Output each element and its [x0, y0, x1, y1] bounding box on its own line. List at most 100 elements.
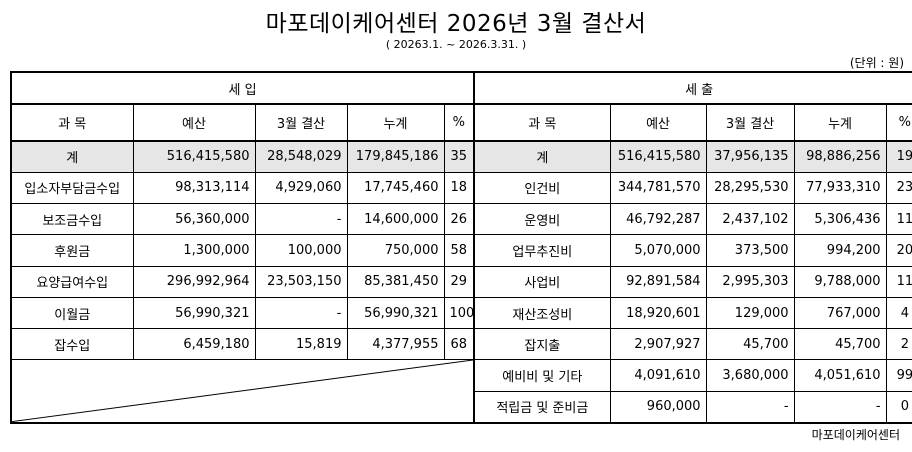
- expense-total-budget: 516,415,580: [609, 140, 707, 173]
- income-percent-cell: 29: [443, 265, 475, 298]
- expense-col-header-month: 3월 결산: [705, 103, 795, 142]
- expense-item-cell: 예비비 및 기타: [473, 359, 611, 392]
- expense-item-cell: 잡지출: [473, 328, 611, 361]
- report-period: ( 20263.1. ~ 2026.3.31. ): [385, 38, 527, 51]
- expense-item-cell: 인건비: [473, 171, 611, 205]
- income-budget-cell: 6,459,180: [132, 328, 256, 361]
- income-item-cell: 후원금: [10, 234, 134, 267]
- income-budget-cell: 56,990,321: [132, 296, 256, 330]
- income-month-cell: -: [254, 203, 348, 236]
- expense-budget-cell: 960,000: [609, 390, 707, 424]
- expense-month-cell: 373,500: [705, 234, 795, 267]
- page-title: 마포데이케어센터 2026년 3월 결산서: [265, 11, 647, 37]
- expense-col-header-cumulative: 누계: [793, 103, 887, 142]
- income-budget-cell: 1,300,000: [132, 234, 256, 267]
- table-row: 이월금 56,990,321-56,990,321 100 재산조성비 18,920,6…: [10, 296, 912, 330]
- expense-cumulative-cell: 767,000: [793, 296, 887, 330]
- income-cumulative-cell: 750,000: [346, 234, 445, 267]
- income-total-budget: 516,415,580: [132, 140, 256, 173]
- total-row: 계 516,415,580 28,548,029 179,845,186 35 계 516,…: [10, 140, 912, 173]
- expense-total-cumulative: 98,886,256: [793, 140, 887, 173]
- expense-cumulative-cell: 5,306,436: [793, 203, 887, 236]
- expense-month-cell: 2,437,102: [705, 203, 795, 236]
- income-total-item: 계: [10, 140, 134, 173]
- income-total-percent: 35: [443, 140, 475, 173]
- expense-percent-cell: 20: [885, 234, 912, 267]
- income-percent-cell: 18: [443, 171, 475, 205]
- income-item-cell: 요양급여수입: [10, 265, 134, 298]
- expense-col-header-percent: %: [885, 103, 912, 142]
- expense-section-header: 세 출: [473, 71, 912, 106]
- expense-col-header-item: 과 목: [473, 103, 611, 142]
- expense-cumulative-cell: 45,700: [793, 328, 887, 361]
- expense-item-cell: 재산조성비: [473, 296, 611, 330]
- expense-item-cell: 운영비: [473, 203, 611, 236]
- income-month-cell: 4,929,060: [254, 171, 348, 205]
- income-item-cell: 보조금수입: [10, 203, 134, 236]
- expense-percent-cell: 0: [885, 390, 912, 424]
- income-col-header-percent: %: [443, 103, 475, 142]
- income-month-cell: 15,819: [254, 328, 348, 361]
- income-percent-cell: 26: [443, 203, 475, 236]
- table-row: 잡수입 6,459,180 15,819 4,377,955 68 잡지출 2,907,92…: [10, 328, 912, 361]
- expense-percent-cell: 2: [885, 328, 912, 361]
- expense-budget-cell: 92,891,584: [609, 265, 707, 298]
- income-item-cell: 이월금: [10, 296, 134, 330]
- unit-label: (단위 : 원): [849, 56, 904, 70]
- expense-budget-cell: 18,920,601: [609, 296, 707, 330]
- income-percent-cell: 68: [443, 328, 475, 361]
- footer-org: 마포데이케어센터: [811, 428, 900, 442]
- expense-budget-cell: 5,070,000: [609, 234, 707, 267]
- expense-col-header-budget: 예산: [609, 103, 707, 142]
- income-percent-cell: 100: [443, 296, 475, 330]
- expense-total-percent: 19: [885, 140, 912, 173]
- income-cumulative-cell: 14,600,000: [346, 203, 445, 236]
- expense-cumulative-cell: 994,200: [793, 234, 887, 267]
- income-cumulative-cell: 56,990,321: [346, 296, 445, 330]
- income-percent-cell: 58: [443, 234, 475, 267]
- table-row: 보조금수입 56,360,000-14,600,000 26 운영비 46,792,28…: [10, 203, 912, 236]
- expense-item-cell: 업무추진비: [473, 234, 611, 267]
- expense-month-cell: 45,700: [705, 328, 795, 361]
- expense-percent-cell: 11: [885, 265, 912, 298]
- expense-month-cell: 28,295,530: [705, 171, 795, 205]
- income-budget-cell: 56,360,000: [132, 203, 256, 236]
- expense-item-cell: 사업비: [473, 265, 611, 298]
- table-row: 적립금 및 준비금 960,000- -0: [11, 390, 912, 424]
- expense-cumulative-cell: 9,788,000: [793, 265, 887, 298]
- table-row: 입소자부담금수입 98,313,114 4,929,060 17,745,460 18 인…: [10, 171, 912, 205]
- income-item-cell: 입소자부담금수입: [10, 171, 134, 205]
- income-cumulative-cell: 4,377,955: [346, 328, 445, 361]
- income-col-header-item: 과 목: [10, 103, 134, 142]
- expense-month-cell: 3,680,000: [705, 359, 795, 392]
- expense-total-month: 37,956,135: [705, 140, 795, 173]
- expense-month-cell: 129,000: [705, 296, 795, 330]
- expense-percent-cell: 99: [885, 359, 912, 392]
- expense-cumulative-cell: 77,933,310: [793, 171, 887, 205]
- expense-percent-cell: 11: [885, 203, 912, 236]
- settlement-table: 세 입 세 출 과 목 예산 3월 결산 누계% 과 목 예산 3월 결산 누계% 계 516,…: [10, 71, 912, 424]
- expense-total-item: 계: [473, 140, 611, 173]
- income-cumulative-cell: 17,745,460: [346, 171, 445, 205]
- income-budget-cell: 296,992,964: [132, 265, 256, 298]
- expense-budget-cell: 344,781,570: [609, 171, 707, 205]
- table-row: 요양급여수입 296,992,964 23,503,150 85,381,450 29 사…: [10, 265, 912, 298]
- expense-cumulative-cell: 4,051,610: [793, 359, 887, 392]
- income-budget-cell: 98,313,114: [132, 171, 256, 205]
- income-month-cell: 100,000: [254, 234, 348, 267]
- income-total-cumulative: 179,845,186: [346, 140, 445, 173]
- income-cumulative-cell: 85,381,450: [346, 265, 445, 298]
- expense-budget-cell: 4,091,610: [609, 359, 707, 392]
- expense-budget-cell: 2,907,927: [609, 328, 707, 361]
- expense-cumulative-cell: -: [793, 390, 887, 424]
- expense-percent-cell: 23: [885, 171, 912, 205]
- income-section-header: 세 입: [10, 71, 475, 106]
- income-item-cell: 잡수입: [10, 328, 134, 361]
- empty-income-cell: [10, 359, 475, 424]
- table-row: 예비비 및 기타 4,091,610 3,680,000 4,051,610 99: [10, 359, 912, 424]
- income-month-cell: -: [254, 296, 348, 330]
- expense-month-cell: -: [705, 390, 795, 424]
- income-col-header-cumulative: 누계: [346, 103, 445, 142]
- income-col-header-month: 3월 결산: [254, 103, 348, 142]
- diagonal-strike-line: [12, 360, 473, 422]
